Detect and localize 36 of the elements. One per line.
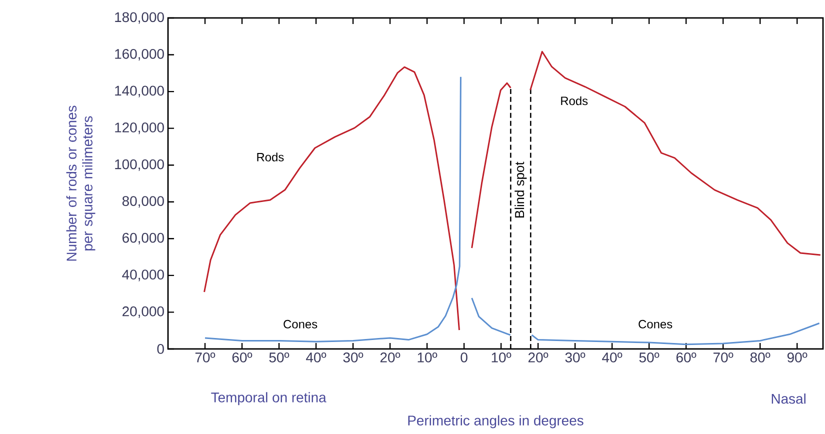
x-tick-label: 70º bbox=[714, 352, 734, 362]
ref-line-label: Blind spot bbox=[514, 162, 527, 218]
y-tick-label: 120,000 bbox=[115, 122, 164, 134]
x-tick-label: 60º bbox=[232, 352, 252, 362]
y-tick-label: 20,000 bbox=[122, 306, 164, 318]
series-label: Cones bbox=[638, 320, 672, 328]
x-tick-label: 20º bbox=[528, 352, 548, 362]
x-tick-label: 60º bbox=[676, 352, 696, 362]
y-tick-label: 60,000 bbox=[122, 232, 164, 244]
x-tick-label: 40º bbox=[306, 352, 326, 362]
x-tick-label: 10º bbox=[418, 352, 438, 362]
y-tick-label: 40,000 bbox=[122, 270, 164, 282]
series-label: Cones bbox=[284, 320, 318, 328]
x-tick-label: 90º bbox=[787, 352, 808, 362]
x-tick-label: 80º bbox=[750, 352, 770, 362]
y-tick-label: 160,000 bbox=[115, 48, 164, 61]
y-tick-label: 80,000 bbox=[122, 196, 164, 208]
x-tick-label: 70º bbox=[195, 352, 216, 362]
x-tick-label: 40º bbox=[602, 352, 622, 362]
text: Temporal on retina bbox=[211, 392, 326, 406]
text: Nasal bbox=[772, 394, 806, 404]
y-axis-title: Number of rods or cones per square milimeters bbox=[66, 106, 96, 261]
series-label: Rods bbox=[257, 152, 284, 162]
x-tick-label: 50º bbox=[269, 352, 290, 362]
y-tick-label: 140,000 bbox=[115, 86, 164, 98]
x-tick-label: 0 bbox=[460, 352, 468, 362]
x-tick-label: 50º bbox=[639, 352, 660, 362]
x-tick-label: 10º bbox=[492, 352, 512, 362]
x-axis-title: Perimetric angles in degrees bbox=[408, 415, 584, 428]
x-tick-label: 30º bbox=[565, 352, 586, 362]
y-tick-label: 180,000 bbox=[115, 12, 164, 24]
x-tick-label: 30º bbox=[343, 352, 364, 362]
series-label: Rods bbox=[561, 96, 588, 106]
y-tick-label: 0 bbox=[157, 344, 164, 354]
y-tick-label: 100,000 bbox=[115, 159, 164, 171]
x-tick-label: 20º bbox=[380, 352, 400, 362]
